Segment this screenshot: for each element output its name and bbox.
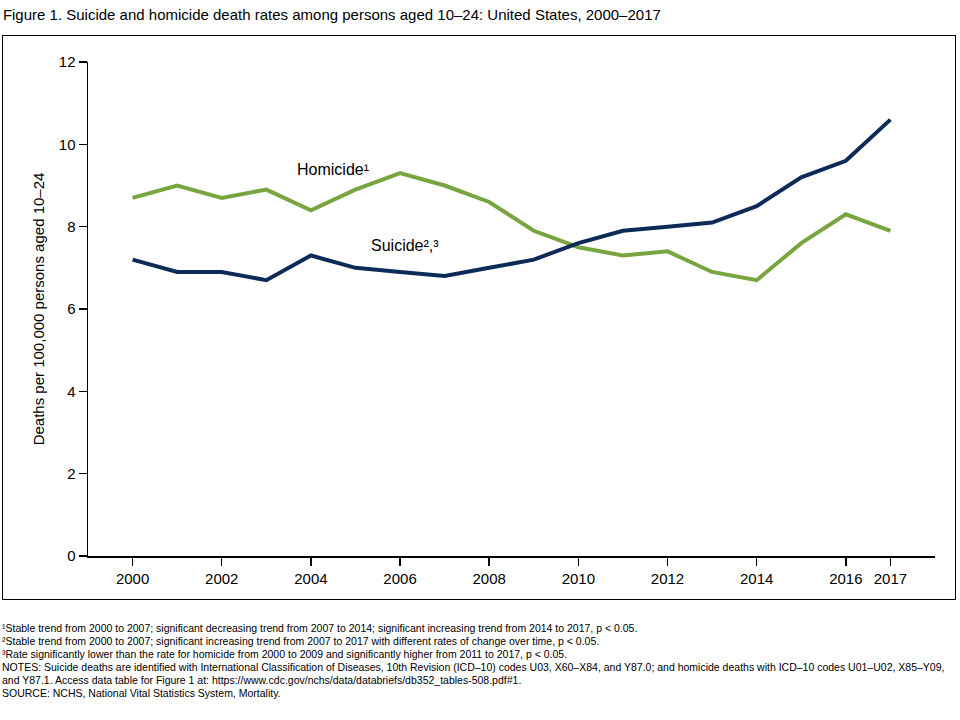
svg-text:2002: 2002 — [205, 570, 238, 587]
html-text:³Rate significantly lower than: ³Rate significantly lower than the rate … — [2, 648, 568, 660]
svg-text:6: 6 — [67, 300, 75, 317]
svg-text:2004: 2004 — [294, 570, 327, 587]
svg-text:0: 0 — [67, 547, 75, 564]
svg-text:2008: 2008 — [473, 570, 506, 587]
svg-text:Figure 1. Suicide and homicide: Figure 1. Suicide and homicide death rat… — [3, 6, 661, 23]
svg-text:2000: 2000 — [116, 570, 149, 587]
html-text:¹Stable trend from 2000 to 200: ¹Stable trend from 2000 to 2007; signifi… — [2, 622, 638, 634]
svg-text:2010: 2010 — [562, 570, 595, 587]
svg-text:2006: 2006 — [383, 570, 416, 587]
svg-text:12: 12 — [59, 53, 76, 70]
svg-text:Suicide²,³: Suicide²,³ — [371, 237, 439, 254]
svg-text:Deaths per 100,000 persons age: Deaths per 100,000 persons aged 10–24 — [30, 173, 47, 446]
svg-text:8: 8 — [67, 218, 75, 235]
svg-text:2012: 2012 — [651, 570, 684, 587]
svg-text:2: 2 — [67, 465, 75, 482]
svg-text:Homicide¹: Homicide¹ — [297, 161, 369, 178]
html-text:²Stable trend from 2000 to 200: ²Stable trend from 2000 to 2007; signifi… — [2, 635, 600, 647]
svg-text:2016: 2016 — [829, 570, 862, 587]
svg-text:2014: 2014 — [740, 570, 773, 587]
svg-text:2017: 2017 — [874, 570, 907, 587]
svg-text:10: 10 — [59, 136, 76, 153]
html-text:NOTES: Suicide deaths are iden: NOTES: Suicide deaths are identified wit… — [2, 661, 945, 686]
html-text:SOURCE: NCHS, National Vital S: SOURCE: NCHS, National Vital Statistics … — [2, 687, 281, 699]
svg-text:4: 4 — [67, 383, 75, 400]
